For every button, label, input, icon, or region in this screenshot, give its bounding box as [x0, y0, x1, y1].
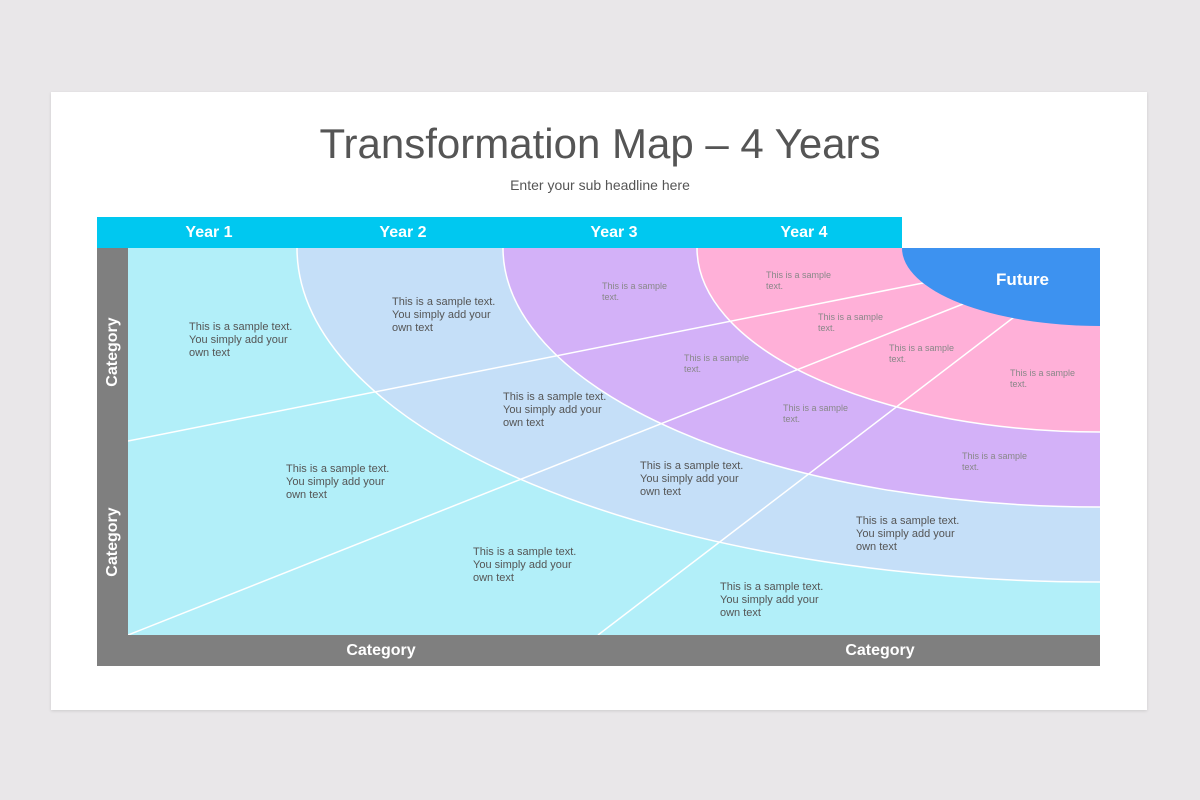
bottom-axis-bar	[97, 635, 1100, 666]
category-left-top: Category	[104, 317, 121, 387]
category-left-bottom: Category	[104, 507, 121, 577]
year-1-label: Year 1	[185, 224, 233, 241]
cell-text: This is a sample text. You simply add yo…	[392, 296, 496, 334]
cell-text: This is a sample text. You simply add yo…	[189, 321, 293, 359]
cell-text-small: This is a sample text.	[602, 281, 668, 302]
category-bottom-right: Category	[845, 642, 915, 659]
year-3-label: Year 3	[590, 224, 638, 241]
year-2-label: Year 2	[379, 224, 427, 241]
future-zone	[902, 248, 1100, 326]
transformation-map	[128, 248, 1100, 635]
category-bottom-left: Category	[346, 642, 416, 659]
cell-text-small: This is a sample text.	[1010, 368, 1076, 389]
divider-line-1	[128, 281, 929, 442]
cell-text: This is a sample text. You simply add yo…	[720, 581, 824, 619]
cell-text: This is a sample text. You simply add yo…	[856, 515, 960, 553]
cell-text: This is a sample text. You simply add yo…	[503, 391, 607, 429]
year-header-bar	[97, 217, 902, 248]
future-label: Future	[996, 270, 1049, 289]
year-4-label: Year 4	[780, 224, 828, 241]
cell-text-small: This is a sample text.	[889, 343, 955, 364]
cell-text-small: This is a sample text.	[783, 403, 849, 424]
cell-text-small: This is a sample text.	[766, 270, 832, 291]
divider-line-3	[597, 313, 1019, 635]
subtitle: Enter your sub headline here	[510, 177, 690, 193]
cell-text-small: This is a sample text.	[962, 451, 1028, 472]
cell-text: This is a sample text. You simply add yo…	[473, 546, 577, 584]
divider-line-2	[128, 301, 969, 635]
left-axis-bar	[97, 248, 128, 635]
page-title: Transformation Map – 4 Years	[319, 120, 881, 167]
cell-text-small: This is a sample text.	[818, 312, 884, 333]
cell-text: This is a sample text. You simply add yo…	[640, 460, 744, 498]
cell-text-small: This is a sample text.	[684, 353, 750, 374]
cell-text: This is a sample text. You simply add yo…	[286, 463, 390, 501]
